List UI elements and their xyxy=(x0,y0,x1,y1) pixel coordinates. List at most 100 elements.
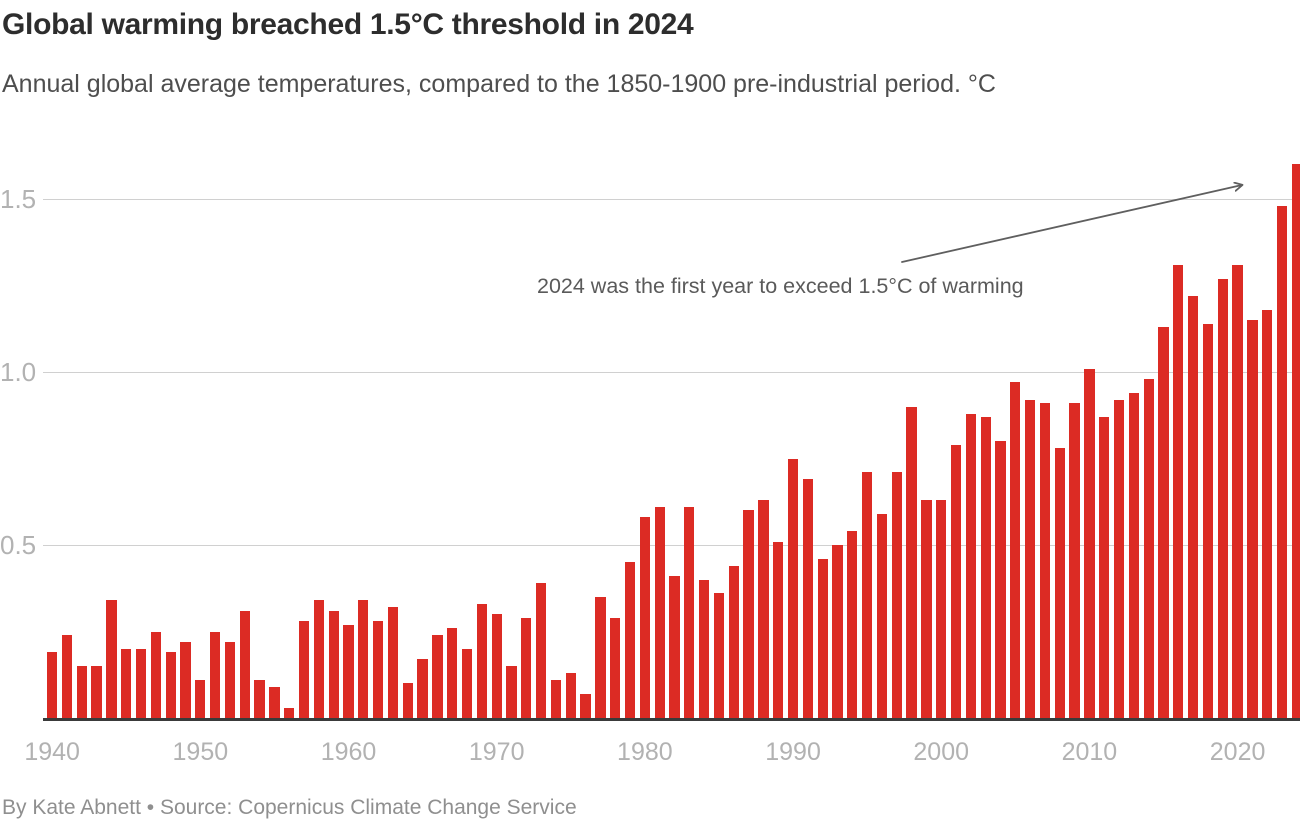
bar-1970 xyxy=(491,614,502,718)
bar-1968 xyxy=(461,648,473,718)
bar-1996 xyxy=(876,513,888,718)
gridline xyxy=(43,198,1300,200)
bar-1994 xyxy=(847,531,858,718)
bar-1946 xyxy=(135,648,147,718)
source-byline: By Kate Abnett • Source: Copernicus Clim… xyxy=(2,796,577,819)
x-tick-label: 1980 xyxy=(617,738,673,766)
bar-1972 xyxy=(521,617,532,718)
bar-1954 xyxy=(254,679,265,718)
x-tick-label: 2020 xyxy=(1209,738,1266,766)
bar-1989 xyxy=(773,541,784,718)
bar-1986 xyxy=(728,565,739,718)
annotation-text: 2024 was the first year to exceed 1.5°C … xyxy=(537,274,1024,298)
bar-2018 xyxy=(1202,323,1214,718)
bar-1995 xyxy=(861,472,873,718)
bar-2007 xyxy=(1039,403,1051,718)
bar-1977 xyxy=(595,596,606,718)
bar-1949 xyxy=(180,641,191,718)
bar-2016 xyxy=(1173,264,1184,718)
bar-2022 xyxy=(1262,309,1273,718)
bar-1961 xyxy=(358,600,369,718)
bar-1965 xyxy=(417,659,428,718)
bar-2011 xyxy=(1099,416,1110,718)
bar-2004 xyxy=(995,441,1006,718)
bar-1978 xyxy=(610,617,621,718)
bar-1981 xyxy=(654,506,665,718)
bar-1962 xyxy=(372,621,384,718)
bar-2014 xyxy=(1143,378,1154,718)
bar-1952 xyxy=(224,641,236,718)
bar-1983 xyxy=(684,506,695,718)
bar-2021 xyxy=(1247,320,1258,718)
bar-1991 xyxy=(802,479,813,718)
bar-1953 xyxy=(239,610,250,718)
bar-1987 xyxy=(743,510,754,718)
bar-1980 xyxy=(639,517,651,718)
bar-2019 xyxy=(1217,278,1228,718)
bar-1945 xyxy=(121,648,132,718)
bar-1958 xyxy=(313,600,325,718)
bar-1941 xyxy=(61,634,73,718)
bar-2006 xyxy=(1024,399,1036,718)
bar-2020 xyxy=(1232,264,1243,718)
chart-title: Global warming breached 1.5°C threshold … xyxy=(2,8,694,41)
bar-1988 xyxy=(758,500,769,718)
bar-1976 xyxy=(580,693,591,718)
bar-1956 xyxy=(284,707,295,718)
bar-2001 xyxy=(950,444,962,718)
bar-2003 xyxy=(980,416,991,718)
chart-subtitle: Annual global average temperatures, comp… xyxy=(2,70,996,98)
y-tick-label: 1.5 xyxy=(0,184,37,214)
bar-1999 xyxy=(921,500,932,718)
gridline xyxy=(43,544,1300,546)
x-tick-label: 1970 xyxy=(468,738,525,766)
bar-1942 xyxy=(76,666,87,718)
bar-2010 xyxy=(1084,368,1095,718)
bar-1966 xyxy=(432,634,443,718)
bar-2024 xyxy=(1291,164,1300,718)
bar-1967 xyxy=(447,628,458,718)
x-tick-label: 1960 xyxy=(320,738,377,766)
bar-2009 xyxy=(1069,403,1080,718)
bar-1957 xyxy=(298,621,310,718)
bar-1982 xyxy=(669,576,680,718)
bar-1950 xyxy=(195,679,206,718)
bar-1979 xyxy=(624,562,636,718)
bar-1964 xyxy=(402,683,413,718)
bar-2002 xyxy=(965,413,976,718)
x-tick-label: 2010 xyxy=(1061,738,1118,766)
x-tick-label: 1950 xyxy=(172,738,229,766)
x-tick-label: 2000 xyxy=(913,738,970,766)
bar-2005 xyxy=(1010,382,1021,718)
bar-1963 xyxy=(387,607,399,718)
annotation-arrow-icon xyxy=(901,165,1270,263)
bar-1940 xyxy=(47,652,58,718)
bar-2012 xyxy=(1113,399,1125,718)
bar-2008 xyxy=(1054,448,1065,718)
bar-1969 xyxy=(476,603,488,718)
bar-2013 xyxy=(1128,392,1139,718)
bar-1955 xyxy=(269,686,280,718)
bar-1947 xyxy=(150,631,162,718)
x-tick-label: 1990 xyxy=(765,738,821,766)
bar-2023 xyxy=(1276,205,1288,718)
bar-2017 xyxy=(1187,295,1199,718)
bar-1960 xyxy=(343,624,354,718)
gridline xyxy=(43,371,1300,373)
bar-1985 xyxy=(713,593,725,718)
bar-1944 xyxy=(106,600,117,718)
bar-1984 xyxy=(698,579,710,718)
bar-1990 xyxy=(787,458,799,718)
y-tick-label: 0.5 xyxy=(0,530,37,560)
bar-2015 xyxy=(1158,327,1169,718)
bar-1993 xyxy=(832,545,843,718)
y-tick-label: 1.0 xyxy=(0,357,37,387)
bar-1992 xyxy=(817,558,828,718)
bar-1971 xyxy=(506,666,517,718)
x-tick-label: 1940 xyxy=(24,738,80,766)
bar-1975 xyxy=(565,673,576,718)
bar-1959 xyxy=(328,610,339,718)
bar-1998 xyxy=(906,406,917,718)
